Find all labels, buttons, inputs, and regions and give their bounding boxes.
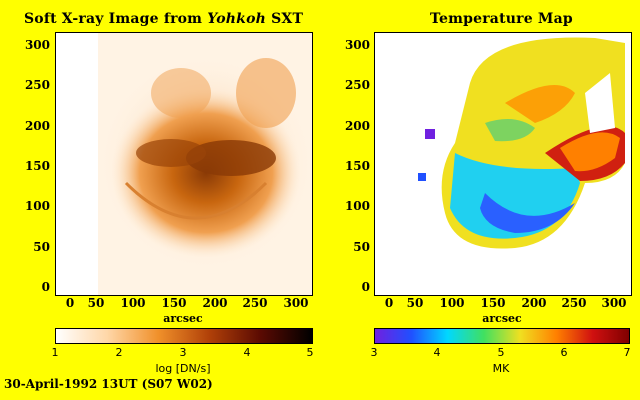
x-tick: 200: [521, 296, 547, 310]
temperature-map: [374, 32, 632, 296]
x-tick: 250: [242, 296, 268, 310]
y-tick: 100: [344, 199, 370, 213]
y-tick: 150: [344, 159, 370, 173]
y-tick: 300: [24, 38, 50, 52]
x-tick: 300: [283, 296, 309, 310]
x-tick: 200: [202, 296, 228, 310]
soft-xray-image: [55, 32, 313, 296]
x-tick: 0: [384, 296, 394, 310]
colorbar-tick: 6: [560, 346, 568, 359]
colorbar-tick: 2: [115, 346, 123, 359]
left-colorbar: [55, 328, 313, 344]
x-tick: 50: [406, 296, 424, 310]
colorbar-tick: 4: [433, 346, 441, 359]
colorbar-tick: 4: [243, 346, 251, 359]
colorbar-tick: 3: [370, 346, 378, 359]
x-tick: 150: [480, 296, 506, 310]
x-tick: 0: [65, 296, 75, 310]
x-tick: 100: [439, 296, 465, 310]
y-tick: 150: [24, 159, 50, 173]
right-x-axis-label: arcsec: [482, 312, 522, 325]
colorbar-tick: 5: [306, 346, 314, 359]
y-tick: 200: [24, 119, 50, 133]
y-tick: 50: [353, 240, 370, 254]
right-colorbar: [374, 328, 630, 344]
observation-caption: 30-April-1992 13UT (S07 W02): [4, 377, 213, 391]
left-x-axis-label: arcsec: [163, 312, 203, 325]
xray-image-graphic: [96, 33, 312, 295]
y-tick: 200: [344, 119, 370, 133]
temperature-map-graphic: [418, 37, 625, 249]
y-tick: 0: [361, 280, 370, 294]
x-tick: 250: [561, 296, 587, 310]
y-tick: 300: [344, 38, 370, 52]
colorbar-tick: 7: [623, 346, 631, 359]
x-tick: 100: [120, 296, 146, 310]
y-tick: 100: [24, 199, 50, 213]
x-tick: 150: [161, 296, 187, 310]
right-panel-title: Temperature Map: [430, 11, 573, 27]
x-tick: 300: [601, 296, 627, 310]
colorbar-tick: 3: [179, 346, 187, 359]
right-colorbar-label: MK: [492, 362, 510, 375]
left-colorbar-label: log [DN/s]: [155, 362, 211, 375]
y-tick: 50: [33, 240, 50, 254]
y-tick: 250: [344, 78, 370, 92]
colorbar-tick: 1: [51, 346, 59, 359]
x-tick: 50: [87, 296, 105, 310]
y-tick: 0: [41, 280, 50, 294]
colorbar-tick: 5: [497, 346, 505, 359]
y-tick: 250: [24, 78, 50, 92]
left-panel-title: Soft X-ray Image from Yohkoh SXT: [24, 11, 304, 27]
